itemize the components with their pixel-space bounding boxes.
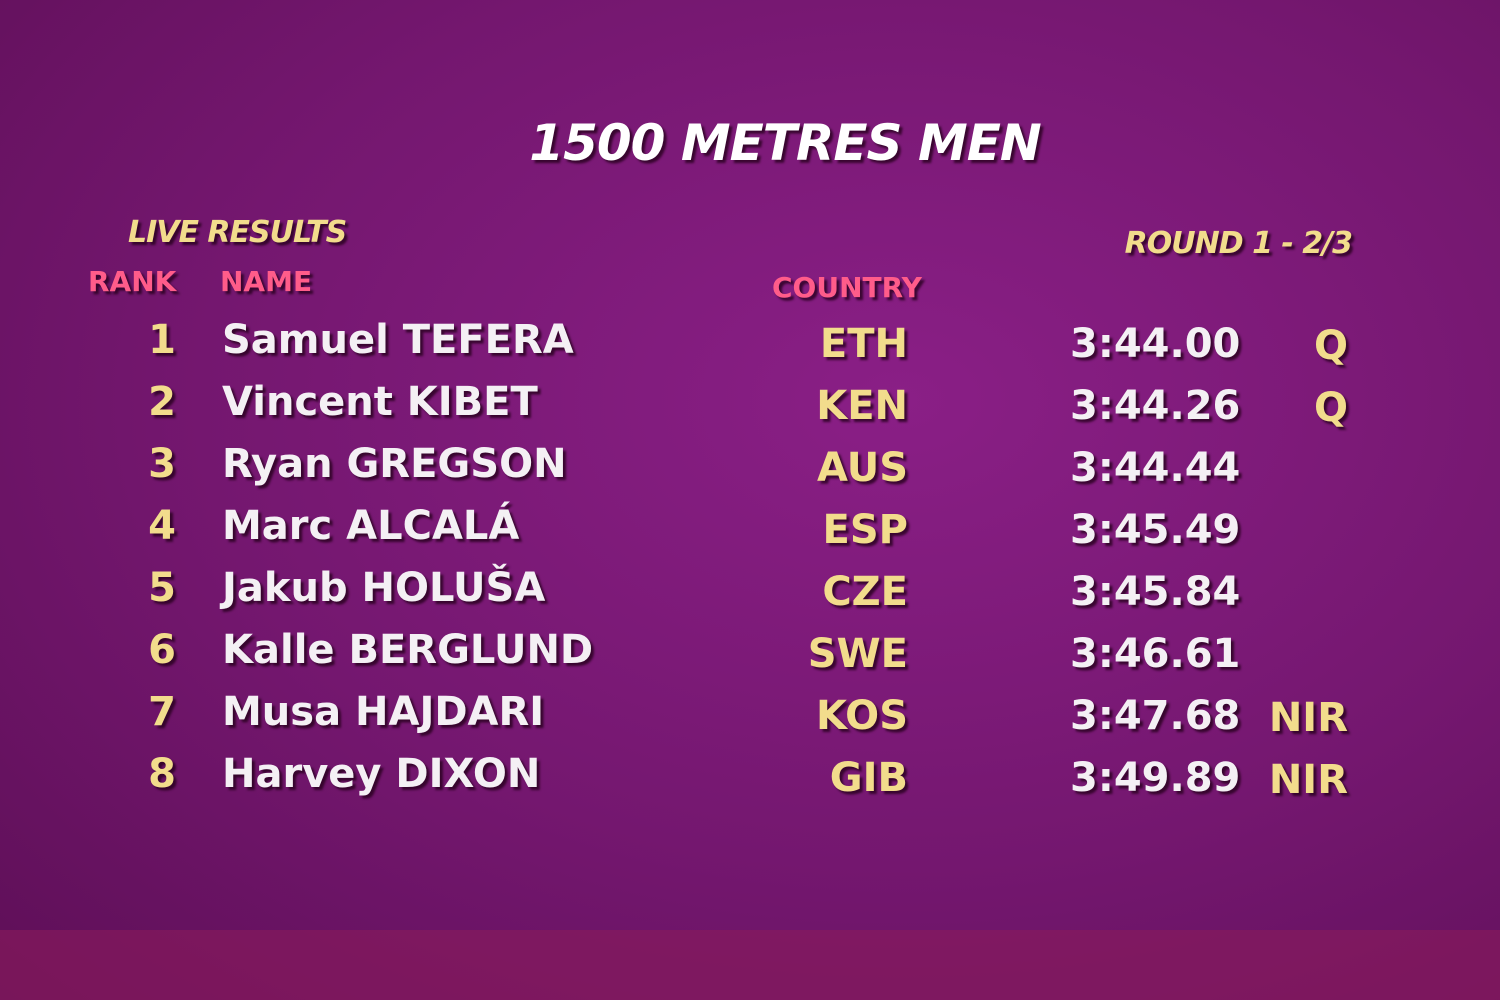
- rank-header: RANK: [88, 265, 177, 298]
- rank: 3: [148, 441, 176, 487]
- athlete-name: Samuel TEFERA: [222, 317, 574, 363]
- athlete-name: Vincent KIBET: [222, 379, 538, 425]
- country: KEN: [816, 383, 908, 429]
- title: 1500 METRES MEN: [529, 114, 1041, 172]
- athlete-name: Harvey DIXON: [222, 751, 541, 797]
- country: KOS: [815, 693, 908, 739]
- round: ROUND 1 - 2/3: [1124, 226, 1353, 261]
- country: GIB: [829, 755, 908, 801]
- athlete-name: Marc ALCALÁ: [222, 503, 520, 549]
- athlete-name: Ryan GREGSON: [222, 441, 567, 487]
- rank: 4: [148, 503, 176, 549]
- time: 3:44.44: [1070, 445, 1241, 491]
- rank: 8: [148, 751, 176, 797]
- country: SWE: [807, 631, 908, 677]
- time: 3:44.00: [1070, 321, 1241, 367]
- qualification-mark: NIR: [1268, 757, 1348, 803]
- country-header: COUNTRY: [772, 271, 922, 304]
- time: 3:49.89: [1070, 755, 1241, 801]
- time: 3:45.49: [1070, 507, 1241, 553]
- qualification-mark: NIR: [1268, 695, 1348, 741]
- rank: 2: [148, 379, 176, 425]
- qualification-mark: Q: [1313, 385, 1348, 431]
- time: 3:45.84: [1070, 569, 1241, 615]
- name-header: NAME: [220, 265, 313, 298]
- time: 3:47.68: [1070, 693, 1241, 739]
- qualification-mark: Q: [1313, 323, 1348, 369]
- time: 3:44.26: [1070, 383, 1241, 429]
- rank: 7: [148, 689, 176, 735]
- rank: 1: [148, 317, 176, 363]
- athlete-name: Musa HAJDARI: [222, 689, 545, 735]
- country: ETH: [819, 321, 908, 367]
- athlete-name: Jakub HOLUŠA: [222, 565, 546, 611]
- subtitle: LIVE RESULTS: [128, 215, 347, 250]
- country: CZE: [822, 569, 908, 615]
- time: 3:46.61: [1070, 631, 1241, 677]
- country: ESP: [822, 507, 908, 553]
- country: AUS: [816, 445, 908, 491]
- athlete-name: Kalle BERGLUND: [222, 627, 594, 673]
- rank: 6: [148, 627, 176, 673]
- rank: 5: [148, 565, 176, 611]
